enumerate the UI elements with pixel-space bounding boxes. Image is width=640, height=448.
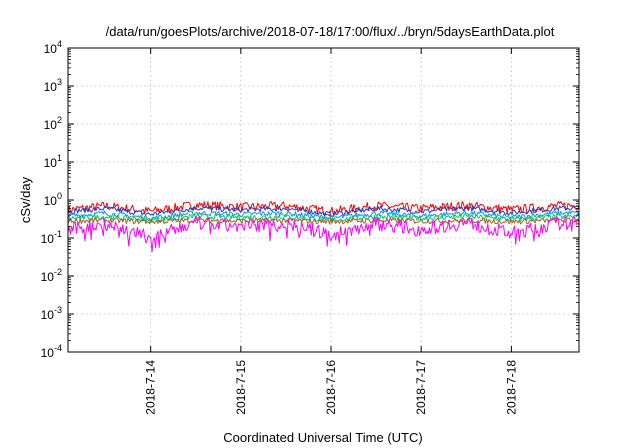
x-tick-label: 2018-7-14 [144, 360, 158, 415]
y-tick-label: 101 [44, 153, 62, 170]
x-tick-label: 2018-7-16 [324, 360, 338, 415]
grid-lines [68, 47, 579, 353]
y-tick-label: 103 [44, 77, 62, 94]
series-line [67, 205, 580, 218]
x-tick-label: 2018-7-15 [234, 360, 248, 415]
chart-title: /data/run/goesPlots/archive/2018-07-18/1… [106, 24, 555, 39]
series-line [67, 217, 580, 225]
series-line [67, 209, 580, 222]
y-tick-label: 102 [44, 115, 62, 132]
y-axis-label: cSv/day [18, 176, 33, 223]
x-axis-label: Coordinated Universal Time (UTC) [223, 430, 422, 445]
series-line [67, 215, 580, 253]
y-tick-label: 10-2 [41, 267, 62, 284]
x-tick-label: 2018-7-17 [414, 360, 428, 415]
x-tick-label: 2018-7-18 [504, 360, 518, 415]
y-tick-label: 104 [44, 39, 62, 56]
y-tick-label: 10-3 [41, 305, 62, 322]
y-tick-label: 100 [44, 191, 62, 208]
y-tick-label: 10-1 [41, 229, 62, 246]
x-tick-labels: 2018-7-14 2018-7-15 2018-7-16 2018-7-17 2018… [144, 360, 519, 415]
y-tick-label: 10-4 [41, 343, 62, 360]
axis-ticks [68, 47, 579, 353]
series-line [67, 201, 580, 217]
y-tick-labels: 104 103 102 101 100 10-1 10-2 10-3 10-4 [41, 39, 62, 360]
series-layer [67, 201, 580, 253]
